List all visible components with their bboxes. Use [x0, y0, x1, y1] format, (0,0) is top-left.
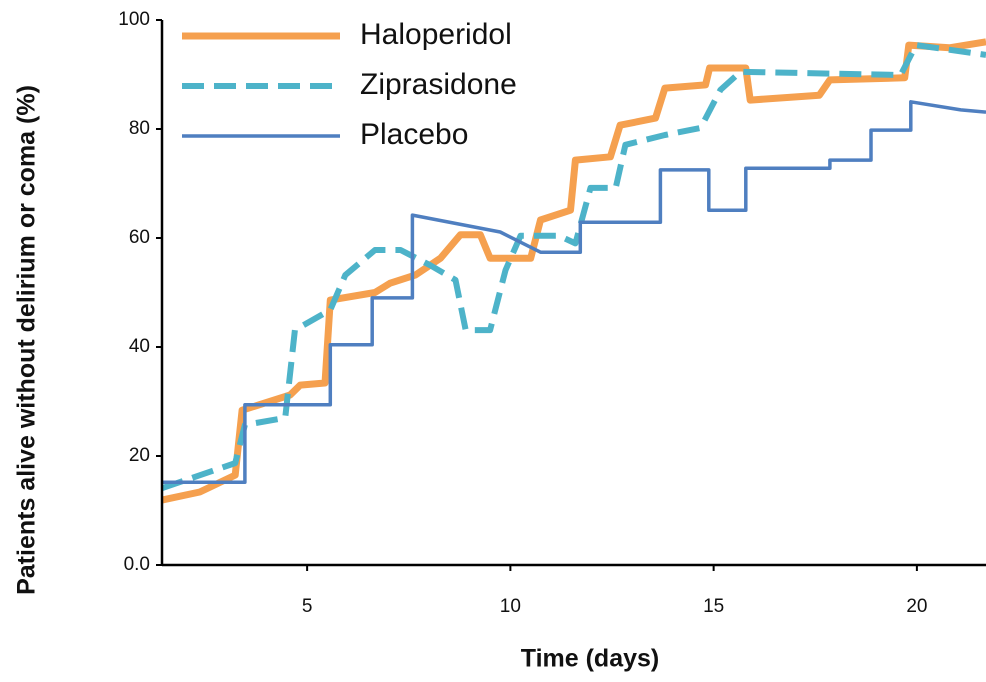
y-tick-label: 20: [129, 445, 150, 466]
series-line: [161, 42, 986, 492]
y-tick-label: 40: [129, 336, 150, 357]
legend-label: Haloperidol: [360, 18, 512, 51]
series-line: [162, 100, 986, 484]
series-line: [161, 38, 986, 504]
legend-label: Ziprasidone: [360, 68, 517, 101]
x-tick-label: 20: [906, 596, 927, 617]
y-axis-title: Patients alive without delirium or coma …: [13, 85, 41, 595]
x-axis-title: Time (days): [521, 645, 659, 673]
y-tick-label: 60: [129, 227, 150, 248]
y-tick-label: 80: [129, 118, 150, 139]
x-tick-label: 15: [703, 596, 724, 617]
x-tick-label: 10: [500, 596, 521, 617]
x-tick-label: 5: [302, 596, 313, 617]
y-tick-label: 0.0: [124, 554, 150, 575]
y-tick-label: 100: [118, 9, 150, 30]
legend-label: Placebo: [360, 118, 468, 151]
